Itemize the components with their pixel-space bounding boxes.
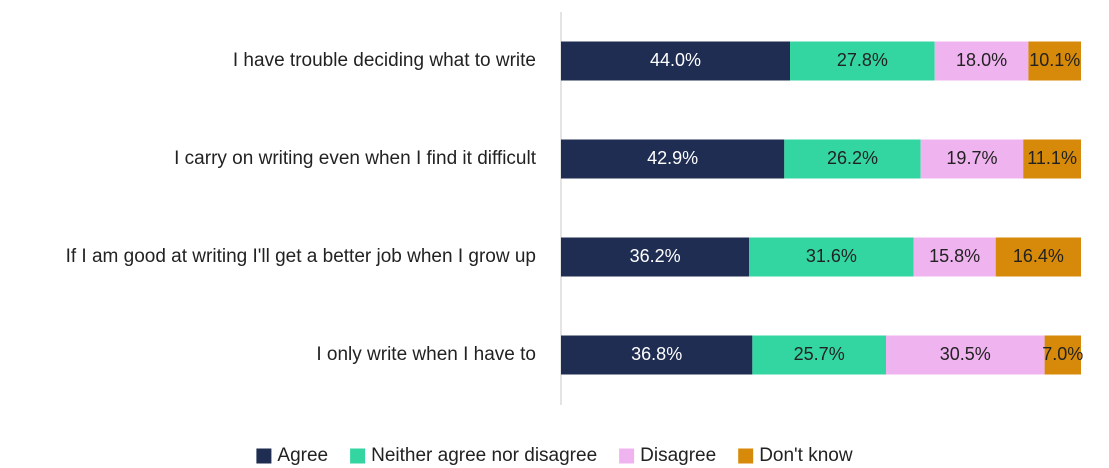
data-label: 10.1% [1029, 50, 1080, 70]
data-label: 19.7% [946, 148, 997, 168]
bar-segment [995, 237, 1081, 277]
legend-item: Agree [256, 445, 328, 466]
data-label: 16.4% [1013, 246, 1064, 266]
legend-label: Don't know [759, 445, 853, 466]
data-label: 7.0% [1042, 344, 1083, 364]
bar-segment [1023, 139, 1081, 179]
legend-item: Don't know [738, 445, 853, 466]
data-label: 36.2% [630, 246, 681, 266]
bar-segment [886, 335, 1045, 375]
bar-segment [1044, 335, 1081, 375]
data-label: 15.8% [929, 246, 980, 266]
category-labels: I have trouble deciding what to write I c… [66, 50, 537, 365]
legend-label: Neither agree nor disagree [371, 445, 597, 466]
legend-item: Neither agree nor disagree [350, 445, 597, 466]
bar-segment [561, 139, 785, 179]
bar-segment [784, 139, 921, 179]
legend-label: Disagree [640, 445, 716, 466]
category-label: I carry on writing even when I find it d… [174, 148, 537, 169]
data-label: 30.5% [940, 344, 991, 364]
category-label: I only write when I have to [316, 344, 536, 365]
bar-segment [561, 41, 791, 81]
data-label: 25.7% [794, 344, 845, 364]
data-label: 42.9% [647, 148, 698, 168]
data-label: 18.0% [956, 50, 1007, 70]
data-label: 31.6% [806, 246, 857, 266]
data-label: 44.0% [650, 50, 701, 70]
bars: 44.0% 27.8% 18.0% 10.1% 42.9% 26.2% 19.7% 11.1%… [561, 41, 1083, 375]
bar-segment [790, 41, 935, 81]
bar-segment [920, 139, 1024, 179]
legend-swatch [619, 448, 635, 464]
bar-segment [749, 237, 914, 277]
legend: Agree Neither agree nor disagree Disagree D… [256, 445, 853, 466]
legend-swatch [256, 448, 272, 464]
bar-segment [1028, 41, 1081, 81]
data-label: 27.8% [837, 50, 888, 70]
bar-segment [913, 237, 996, 277]
category-label: If I am good at writing I'll get a bette… [66, 246, 536, 267]
legend-item: Disagree [619, 445, 716, 466]
bar-segment [752, 335, 886, 375]
data-label: 36.8% [631, 344, 682, 364]
bar-segment [561, 237, 750, 277]
data-label: 26.2% [827, 148, 878, 168]
legend-label: Agree [277, 445, 328, 466]
bar-segment [561, 335, 753, 375]
data-label: 11.1% [1027, 148, 1077, 168]
category-label: I have trouble deciding what to write [233, 50, 536, 71]
legend-swatch [738, 448, 754, 464]
bar-segment [934, 41, 1029, 81]
legend-swatch [350, 448, 366, 464]
